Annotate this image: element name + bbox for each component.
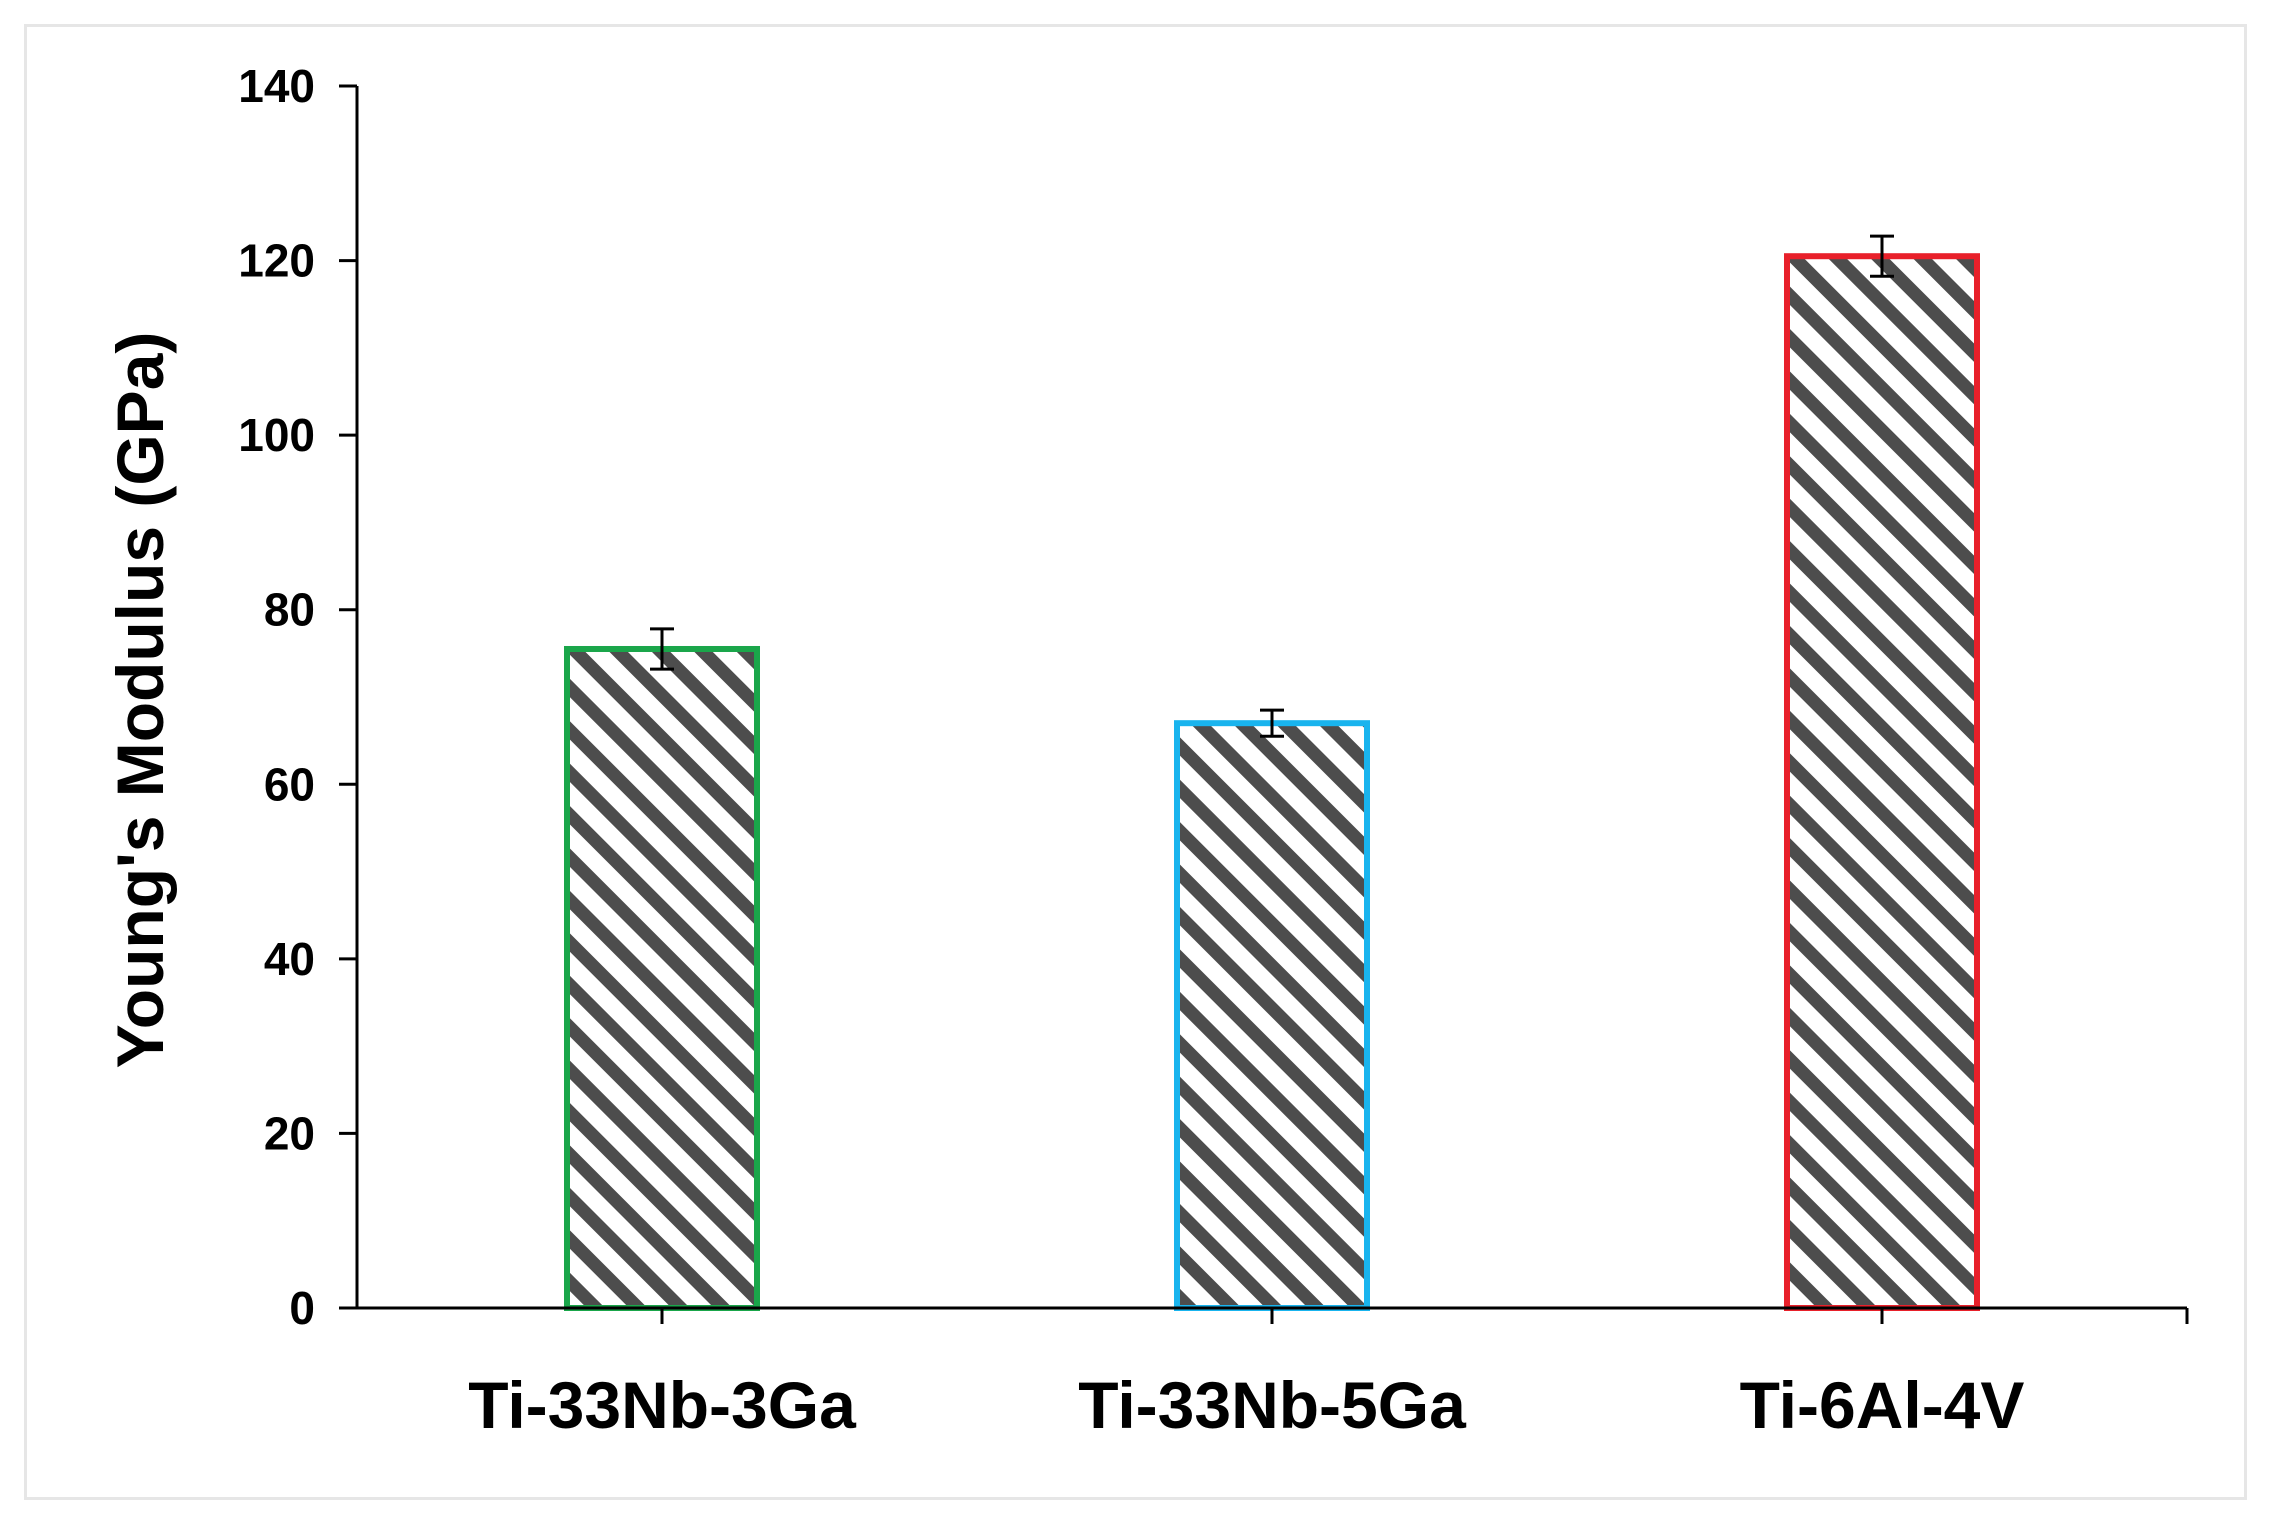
- y-tick-label: 40: [264, 933, 315, 985]
- error-bar: [650, 627, 674, 671]
- x-tick-label: Ti-33Nb-5Ga: [1078, 1368, 1467, 1442]
- y-tick-label: 60: [264, 758, 315, 810]
- bar-ti-33nb-3ga: [564, 645, 760, 1311]
- y-tick-label: 140: [238, 60, 315, 112]
- y-axis-title: Young's Modulus (GPa): [103, 332, 177, 1069]
- y-tick-label: 100: [238, 409, 315, 461]
- y-tick-label: 0: [289, 1282, 315, 1334]
- bar-ti-33nb-5ga: [1174, 720, 1370, 1311]
- y-tick-label: 120: [238, 235, 315, 287]
- bar-ti-6al-4v: [1784, 253, 1980, 1311]
- x-tick-label: Ti-33Nb-3Ga: [468, 1368, 857, 1442]
- x-tick-label: Ti-6Al-4V: [1740, 1368, 2025, 1442]
- y-tick-label: 20: [264, 1107, 315, 1159]
- y-tick-label: 80: [264, 584, 315, 636]
- error-bar: [1870, 234, 1894, 278]
- error-bar: [1260, 708, 1284, 738]
